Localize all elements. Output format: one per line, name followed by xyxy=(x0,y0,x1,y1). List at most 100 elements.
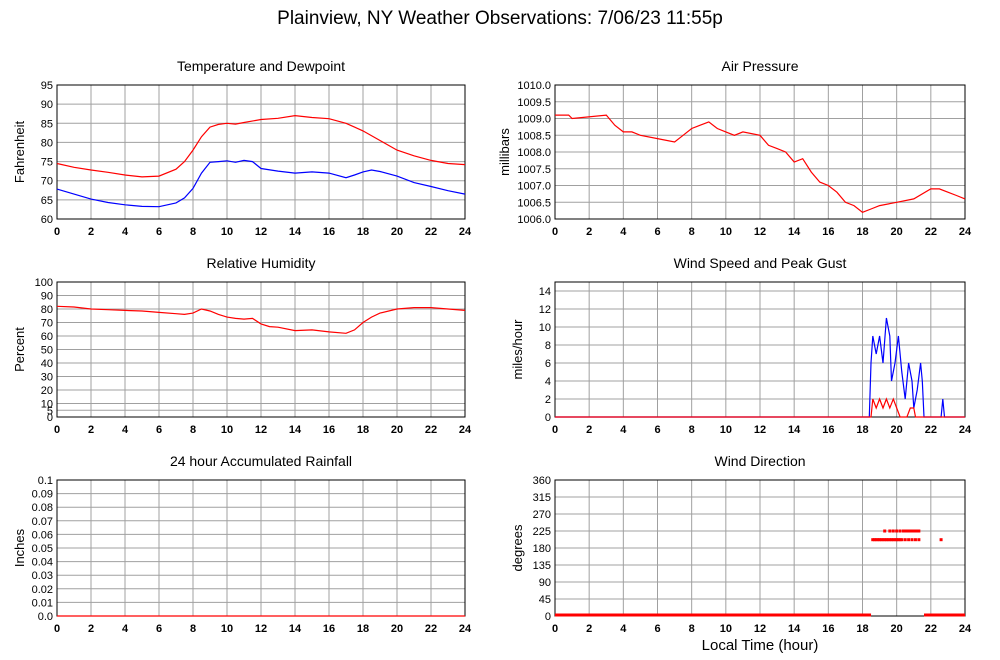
direction-point xyxy=(872,538,876,542)
humidity-x-tick-label: 12 xyxy=(255,424,267,436)
temp-x-tick-label: 4 xyxy=(122,226,129,238)
pressure-y-tick-label: 1006.0 xyxy=(517,214,551,226)
direction-point xyxy=(900,538,904,542)
direction-y-tick-label: 135 xyxy=(533,560,551,572)
direction-point xyxy=(910,538,914,542)
direction-point xyxy=(898,529,902,533)
direction-y-tick-label: 180 xyxy=(533,543,551,555)
rain-x-tick-label: 8 xyxy=(190,623,196,635)
direction-point xyxy=(907,529,911,533)
rain-y-tick-label: 0.05 xyxy=(32,543,53,555)
pressure-x-tick-label: 6 xyxy=(654,226,660,238)
pressure-x-tick-label: 22 xyxy=(925,226,937,238)
pressure-y-tick-label: 1009.5 xyxy=(517,97,551,109)
direction-y-tick-label: 90 xyxy=(539,577,551,589)
direction-point xyxy=(891,529,895,533)
humidity-plot-frame xyxy=(56,281,466,418)
pressure-y-tick-label: 1007.0 xyxy=(517,181,551,193)
direction-x-tick-label: 24 xyxy=(959,623,972,635)
direction-x-tick-label: 6 xyxy=(654,623,660,635)
humidity-x-tick-label: 24 xyxy=(459,424,472,436)
wind-y-tick-label: 0 xyxy=(545,412,551,424)
pressure-x-tick-label: 12 xyxy=(754,226,766,238)
direction-point xyxy=(903,538,907,542)
direction-point xyxy=(896,538,900,542)
humidity-series-0-line xyxy=(56,305,466,334)
direction-point xyxy=(895,538,899,542)
direction-point xyxy=(898,538,902,542)
pressure-x-tick-label: 14 xyxy=(788,226,801,238)
rain-y-tick-label: 0.09 xyxy=(32,489,53,501)
direction-y-tick-label: 360 xyxy=(533,475,551,487)
direction-point xyxy=(890,538,894,542)
wind-x-tick-label: 0 xyxy=(552,424,558,436)
humidity-y-axis-label: Percent xyxy=(12,327,27,372)
direction-point xyxy=(878,538,882,542)
pressure-x-tick-label: 4 xyxy=(620,226,627,238)
temp-y-tick-label: 60 xyxy=(41,214,53,226)
pressure-y-axis-label: millibars xyxy=(497,128,512,176)
pressure-x-tick-label: 16 xyxy=(822,226,834,238)
direction-point xyxy=(939,538,943,542)
wind-y-tick-label: 2 xyxy=(545,394,551,406)
direction-point xyxy=(902,529,905,533)
temp-y-tick-label: 95 xyxy=(41,80,53,92)
direction-x-tick-label: 20 xyxy=(891,623,903,635)
pressure-x-tick-label: 10 xyxy=(720,226,732,238)
wind-y-tick-label: 6 xyxy=(545,358,551,370)
direction-point xyxy=(910,529,914,533)
humidity-x-tick-label: 2 xyxy=(88,424,94,436)
humidity-y-tick-label: 0 xyxy=(47,412,53,424)
direction-point xyxy=(871,538,875,542)
wind-y-tick-label: 12 xyxy=(539,304,551,316)
rain-x-tick-label: 0 xyxy=(54,623,60,635)
wind-chart-title: Wind Speed and Peak Gust xyxy=(674,255,847,271)
humidity-y-tick-label: 50 xyxy=(41,345,53,357)
direction-point xyxy=(879,538,883,542)
pressure-x-tick-label: 24 xyxy=(959,226,972,238)
rain-chart-title: 24 hour Accumulated Rainfall xyxy=(170,453,352,469)
direction-point xyxy=(903,529,907,533)
direction-point xyxy=(891,538,895,542)
direction-y-axis-label: degrees xyxy=(510,524,525,571)
humidity-y-tick-label: 80 xyxy=(41,304,53,316)
temp-x-tick-label: 0 xyxy=(54,226,60,238)
direction-x-tick-label: 4 xyxy=(620,623,627,635)
humidity-x-tick-label: 10 xyxy=(221,424,233,436)
humidity-x-tick-label: 18 xyxy=(357,424,369,436)
wind-x-tick-label: 22 xyxy=(925,424,937,436)
temp-chart-title: Temperature and Dewpoint xyxy=(177,58,345,74)
rain-y-tick-label: 0.01 xyxy=(32,597,53,609)
pressure-y-tick-label: 1009.0 xyxy=(517,114,551,126)
humidity-x-tick-label: 14 xyxy=(289,424,302,436)
pressure-y-tick-label: 1008.5 xyxy=(517,130,551,142)
humidity-y-tick-label: 5 xyxy=(47,405,53,417)
direction-point xyxy=(907,538,911,542)
humidity-y-tick-label: 100 xyxy=(35,277,53,289)
direction-point xyxy=(913,529,917,533)
pressure-x-tick-label: 20 xyxy=(891,226,903,238)
direction-x-tick-label: 10 xyxy=(720,623,732,635)
direction-y-tick-label: 45 xyxy=(539,594,551,606)
pressure-x-tick-label: 8 xyxy=(689,226,695,238)
temp-y-tick-label: 75 xyxy=(41,157,53,169)
wind-x-tick-label: 2 xyxy=(586,424,592,436)
rain-y-tick-label: 0.02 xyxy=(32,584,53,596)
humidity-y-tick-label: 10 xyxy=(41,399,53,411)
rain-y-tick-label: 0.08 xyxy=(32,502,53,514)
humidity-y-tick-label: 30 xyxy=(41,372,53,384)
pressure-y-tick-label: 1007.5 xyxy=(517,164,551,176)
humidity-y-tick-label: 40 xyxy=(41,358,53,370)
direction-point xyxy=(886,538,890,542)
direction-point xyxy=(893,538,897,542)
direction-x-tick-label: 2 xyxy=(586,623,592,635)
direction-point xyxy=(881,538,885,542)
rain-x-tick-label: 6 xyxy=(156,623,162,635)
pressure-chart: 1006.0 1006.5 1007.0 1007.5 1008.0 1008.5 1009… xyxy=(497,58,972,238)
wind-x-tick-label: 4 xyxy=(620,424,627,436)
direction-point xyxy=(876,538,880,542)
rain-y-tick-label: 0.06 xyxy=(32,529,53,541)
